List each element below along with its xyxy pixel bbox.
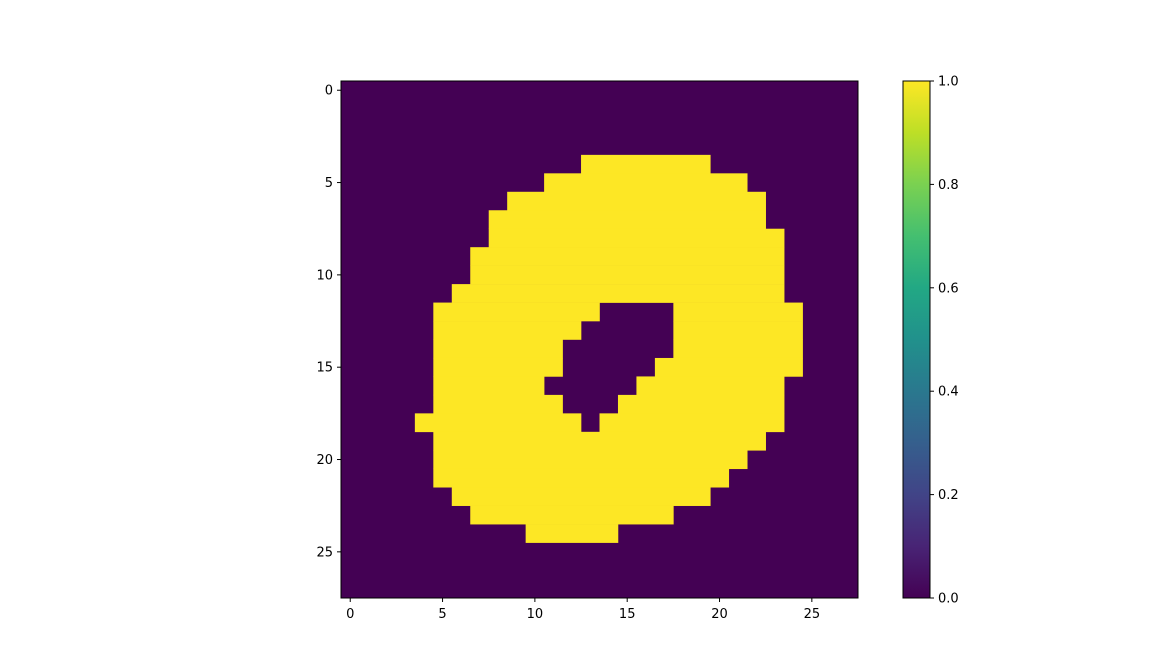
heatmap-cell-run [470,247,785,266]
heatmap-cell-run [488,210,766,230]
colorbar-tick-label: 0.4 [938,385,959,400]
heatmap-cell-run [470,505,674,525]
heatmap-cell-run [673,339,803,359]
colorbar-tick-label: 1.0 [938,75,959,90]
x-tick-label: 25 [804,607,821,622]
heatmap-cell-run [654,357,803,377]
colorbar-tick-label: 0.6 [938,281,959,296]
heatmap-cell-run [433,450,748,470]
heatmap-cell-run [599,413,785,433]
y-tick-label: 0 [325,84,333,99]
x-tick-label: 5 [438,607,446,622]
heatmap-cell-run [433,357,563,377]
heatmap-cell-run [451,284,785,303]
heatmap-cell-run [433,339,563,359]
y-tick-label: 15 [316,361,333,376]
y-tick-label: 10 [316,268,333,283]
x-tick-label: 0 [346,607,354,622]
heatmap-cell-run [470,265,785,285]
heatmap-cell-run [636,376,785,396]
x-tick-label: 15 [619,607,636,622]
heatmap-cell-run [544,173,748,193]
heatmap-cell-run [433,302,600,322]
heatmap-cell-run [433,431,766,451]
y-tick-label: 25 [316,545,333,560]
x-tick-label: 20 [711,607,728,622]
heatmap-cells [341,81,858,598]
heatmap-cell-run [525,524,619,543]
heatmap-cell-run [414,413,582,433]
x-axis: 0 5 10 15 20 25 [346,598,820,622]
heatmap-cell-run [673,321,803,340]
colorbar-tick-label: 0.8 [938,178,959,193]
colorbar [902,80,931,599]
colorbar-tick-label: 0.0 [938,592,959,607]
y-tick-label: 20 [316,453,333,468]
colorbar-axis: 0.0 0.2 0.4 0.6 0.8 1.0 [930,75,959,607]
heatmap-cell-run [673,302,803,322]
heatmap-cell-run [581,154,711,174]
colorbar-tick-label: 0.2 [938,488,959,503]
x-tick-label: 10 [527,607,544,622]
heatmap-cell-run [507,191,766,211]
heatmap-cell-run [433,394,563,414]
plot-area-frame [340,80,859,599]
heatmap-cell-run [433,376,545,396]
heatmap-cell-run [488,228,785,248]
heatmap-cell-run [433,321,582,340]
heatmap-cell-run [433,468,730,488]
heatmap-cell-run [617,394,785,414]
y-tick-label: 5 [325,176,333,191]
heatmap-cell-run [451,487,711,506]
y-axis: 0 5 10 15 20 25 [316,84,341,560]
